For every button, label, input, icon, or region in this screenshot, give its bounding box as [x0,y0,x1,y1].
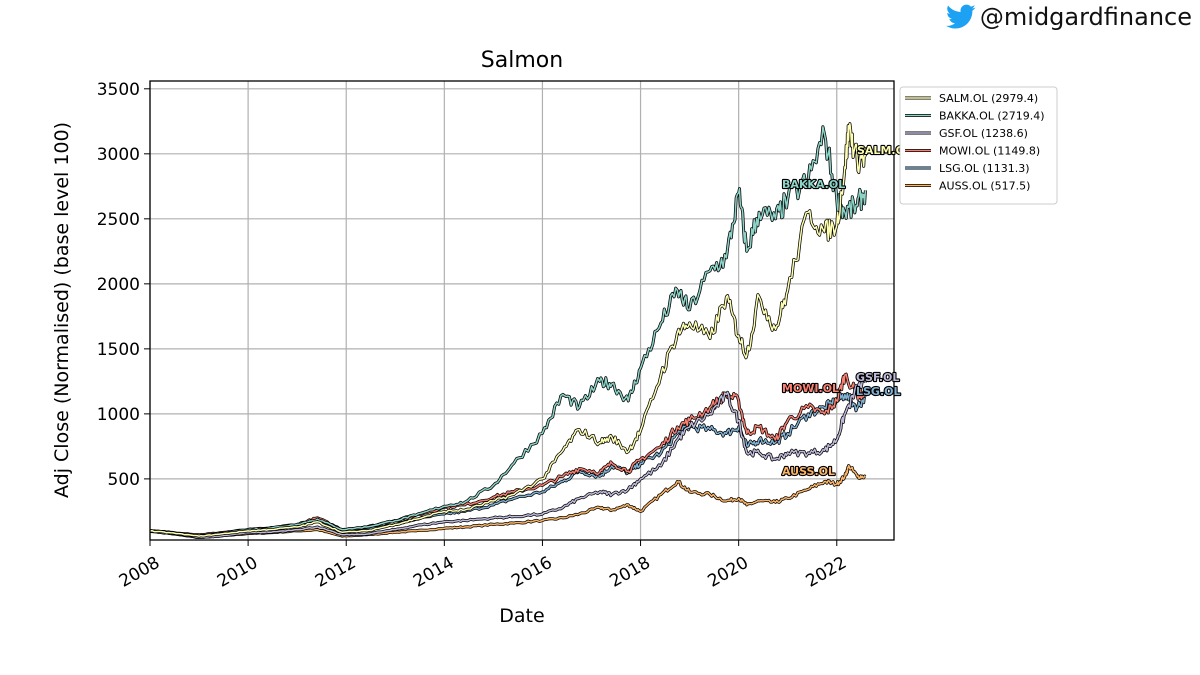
y-tick-label: 500 [108,470,140,490]
y-tick-label: 2500 [97,210,140,230]
series-line [149,122,867,537]
legend-entry: LSG.OL (1131.3) [939,162,1030,175]
x-tick-label: 2008 [116,553,163,592]
legend-entry: AUSS.OL (517.5) [939,180,1030,193]
series-line-outline [149,377,867,539]
series-line-outline [149,372,867,537]
series-line [149,392,867,537]
y-axis-label: Adj Close (Normalised) (base level 100) [51,122,73,498]
series-line-outline [149,122,867,538]
series-end-label: AUSS.OL [782,465,835,478]
x-axis-label: Date [499,605,544,627]
x-tick-label: 2012 [312,553,359,592]
legend-entry: SALM.OL (2979.4) [939,92,1038,105]
series-line [149,125,867,537]
legend-box [899,86,1058,205]
twitter-handle-text: @midgardfinance [979,3,1192,31]
series-end-label: MOWI.OL [782,382,839,395]
legend-entry: GSF.OL (1238.6) [939,127,1028,140]
series-end-label: LSG.OL [856,385,901,398]
x-tick-label: 2020 [704,553,751,592]
legend-entry: MOWI.OL (1149.8) [939,145,1040,158]
y-tick-label: 1000 [97,405,140,425]
y-tick-label: 2000 [97,275,140,295]
y-tick-label: 3000 [97,145,140,165]
y-tick-label: 3500 [97,80,140,100]
x-tick-label: 2014 [410,553,457,592]
chart-title: Salmon [481,48,563,73]
legend-entry: BAKKA.OL (2719.4) [939,110,1045,123]
series-line-outline [149,391,867,538]
series-end-label: SALM.OL [857,144,912,157]
series-line [149,373,867,536]
x-tick-label: 2010 [214,553,261,592]
plot-area-frame [149,80,895,541]
x-tick-label: 2016 [508,553,555,592]
series-end-label: BAKKA.OL [782,178,845,191]
x-tick-label: 2018 [606,553,653,592]
series-line [149,464,866,539]
series-end-labels: SALM.OL BAKKA.OL GSF.OL MOWI.OL LSG.OL AUSS.O… [781,143,913,479]
twitter-bird-icon [945,4,976,29]
x-tick-label: 2022 [803,553,850,592]
series-line [149,378,867,539]
series-line-outline [149,125,867,538]
y-tick-label: 1500 [97,340,140,360]
series-end-label: GSF.OL [856,371,899,384]
legend: SALM.OL (2979.4) BAKKA.OL (2719.4) GSF.OL … [899,86,1058,205]
series-lines [149,122,867,539]
twitter-handle-badge: @midgardfinance [945,2,1192,32]
